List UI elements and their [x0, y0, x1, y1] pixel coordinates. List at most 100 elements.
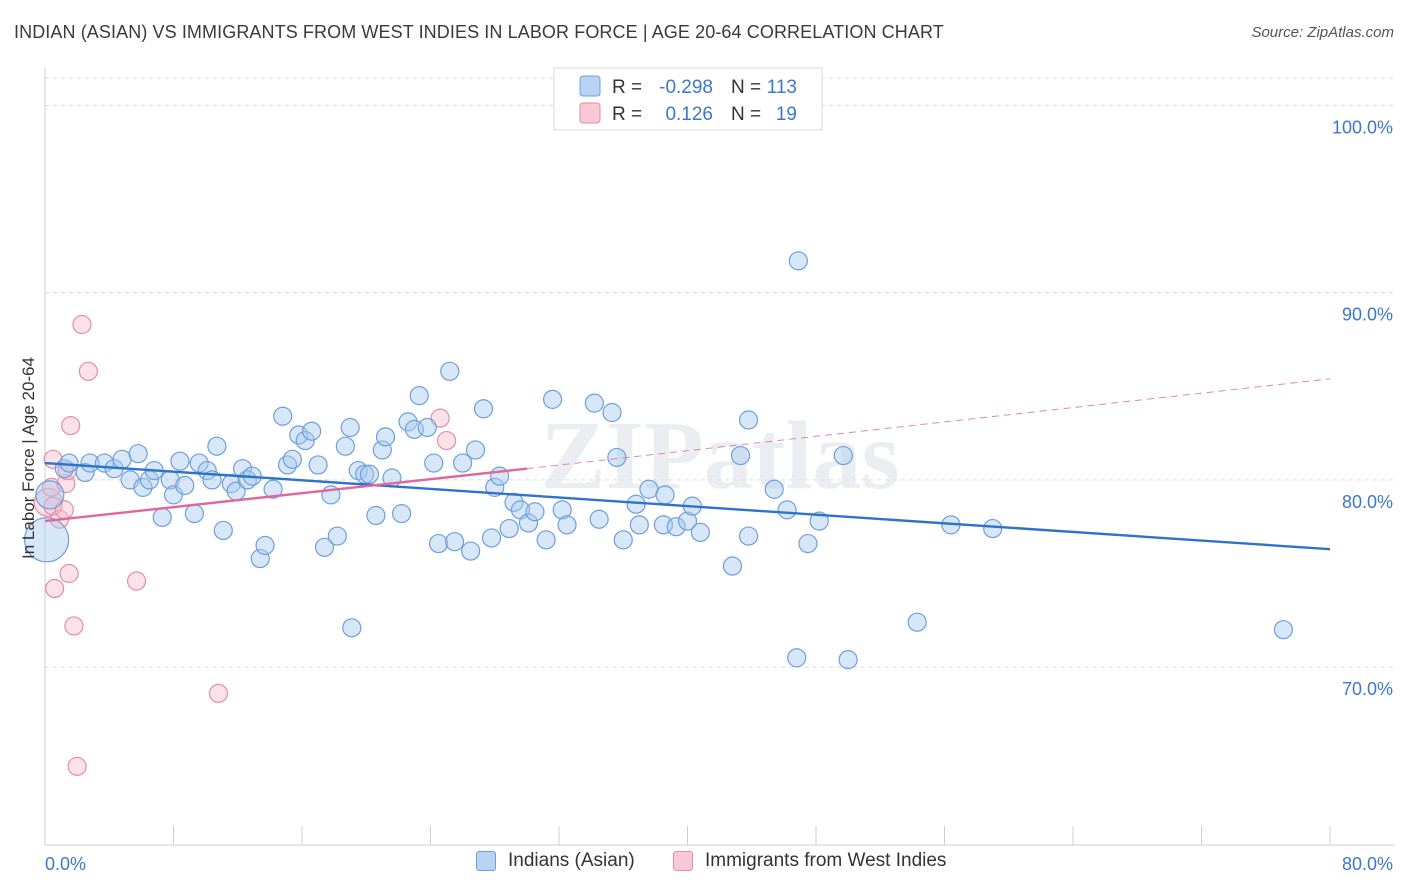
y-tick-label: 100.0% [1332, 117, 1393, 137]
data-point-indians [170, 451, 190, 471]
data-point-indians [342, 618, 362, 638]
legend-r-value: 0.126 [665, 104, 713, 125]
trend-line-indians [44, 461, 1331, 551]
source-label: Source: ZipAtlas.com [1251, 24, 1394, 41]
y-tick-label: 90.0% [1342, 305, 1393, 325]
chart-title: INDIAN (ASIAN) VS IMMIGRANTS FROM WEST I… [14, 22, 944, 42]
legend-n-label: N = [731, 104, 761, 125]
data-point-west-indies [59, 563, 79, 584]
data-point-indians [907, 612, 927, 632]
data-point-indians [163, 485, 184, 505]
data-point-west-indies [436, 430, 457, 451]
data-point-indians [677, 511, 698, 531]
data-point-indians [409, 386, 429, 406]
data-point-indians [461, 541, 481, 561]
grid-layer [45, 77, 1395, 668]
data-point-west-indies [430, 408, 450, 428]
data-point-indians [375, 427, 396, 447]
data-point-indians [282, 449, 302, 469]
data-point-west-indies [45, 578, 65, 599]
data-point-indians [655, 485, 675, 505]
y-tick-label: 70.0% [1342, 679, 1393, 699]
legend-item-indians: Indians (Asian) [476, 850, 635, 872]
data-point-indians [798, 533, 818, 554]
data-point-indians [255, 535, 275, 556]
data-point-indians [440, 361, 460, 381]
data-point-indians [525, 502, 545, 522]
data-point-indians [584, 393, 604, 413]
legend-r-label: R = [612, 77, 642, 98]
legend-swatch [579, 75, 601, 97]
data-point-indians [340, 417, 360, 438]
data-point-indians [552, 500, 572, 520]
data-point-indians [428, 533, 449, 554]
legend-swatch [579, 102, 601, 124]
data-point-indians [189, 453, 209, 473]
data-point-indians [629, 515, 649, 535]
data-point-indians [542, 389, 563, 409]
data-point-indians [391, 504, 412, 524]
blue-points-layer [24, 251, 1294, 670]
data-point-indians [128, 444, 148, 464]
data-point-indians [453, 453, 473, 473]
data-point-indians [473, 399, 494, 419]
data-point-indians [602, 402, 622, 423]
data-point-indians [398, 412, 418, 432]
data-point-indians [207, 436, 227, 456]
data-point-indians [557, 515, 577, 535]
legend-n-label: N = [731, 77, 761, 98]
trend-line-west-indies [44, 467, 528, 523]
data-point-indians [152, 507, 172, 527]
data-point-indians [24, 517, 70, 563]
data-point-west-indies [208, 683, 229, 703]
legend-r-label: R = [612, 104, 642, 125]
data-point-indians [444, 532, 465, 552]
legend-label-west-indies: Immigrants from West Indies [705, 850, 947, 871]
data-point-indians [838, 650, 858, 670]
data-point-indians [302, 421, 322, 441]
data-point-indians [184, 504, 204, 524]
data-point-indians [1273, 620, 1294, 640]
data-point-indians [518, 513, 539, 533]
data-point-indians [666, 517, 686, 537]
data-point-indians [764, 479, 784, 499]
x-tick-label-max: 80.0% [1342, 854, 1393, 874]
data-point-indians [133, 477, 153, 497]
legend-swatch-blue [476, 851, 496, 871]
data-point-indians [35, 480, 65, 510]
data-point-indians [833, 445, 853, 466]
data-point-indians [295, 430, 315, 451]
data-point-indians [359, 464, 380, 484]
data-point-indians [730, 445, 751, 466]
data-point-indians [589, 509, 609, 529]
data-point-indians [314, 537, 335, 557]
data-point-indians [424, 453, 444, 473]
data-point-indians [175, 475, 195, 496]
data-point-indians [75, 462, 95, 483]
trend-line-west-indies-extension [526, 378, 1331, 470]
data-point-west-indies [78, 361, 98, 381]
y-axis-label: In Labor Force | Age 20-64 [19, 357, 38, 559]
data-point-indians [112, 449, 132, 469]
legend-label-indians: Indians (Asian) [508, 850, 635, 871]
data-point-indians [788, 251, 808, 271]
data-point-indians [639, 479, 659, 499]
legend-item-west-indies: Immigrants from West Indies [673, 850, 946, 872]
data-point-indians [263, 479, 283, 499]
legend-box: R = -0.298 N = 113 R = 0.126 N = 19 [553, 67, 823, 131]
data-point-indians [335, 436, 355, 456]
data-point-indians [809, 511, 829, 531]
data-point-indians [777, 500, 797, 520]
data-point-indians [308, 455, 328, 475]
data-point-indians [327, 526, 347, 546]
bottom-legend: Indians (Asian) Immigrants from West Ind… [0, 850, 1406, 880]
data-point-indians [722, 556, 743, 576]
data-point-indians [613, 530, 633, 550]
data-point-indians [787, 648, 807, 668]
y-tick-label: 80.0% [1342, 492, 1393, 512]
data-point-indians [499, 518, 519, 539]
trend-layer [44, 378, 1331, 551]
data-point-west-indies [61, 416, 81, 436]
data-point-indians [232, 459, 253, 479]
data-point-indians [273, 406, 293, 426]
